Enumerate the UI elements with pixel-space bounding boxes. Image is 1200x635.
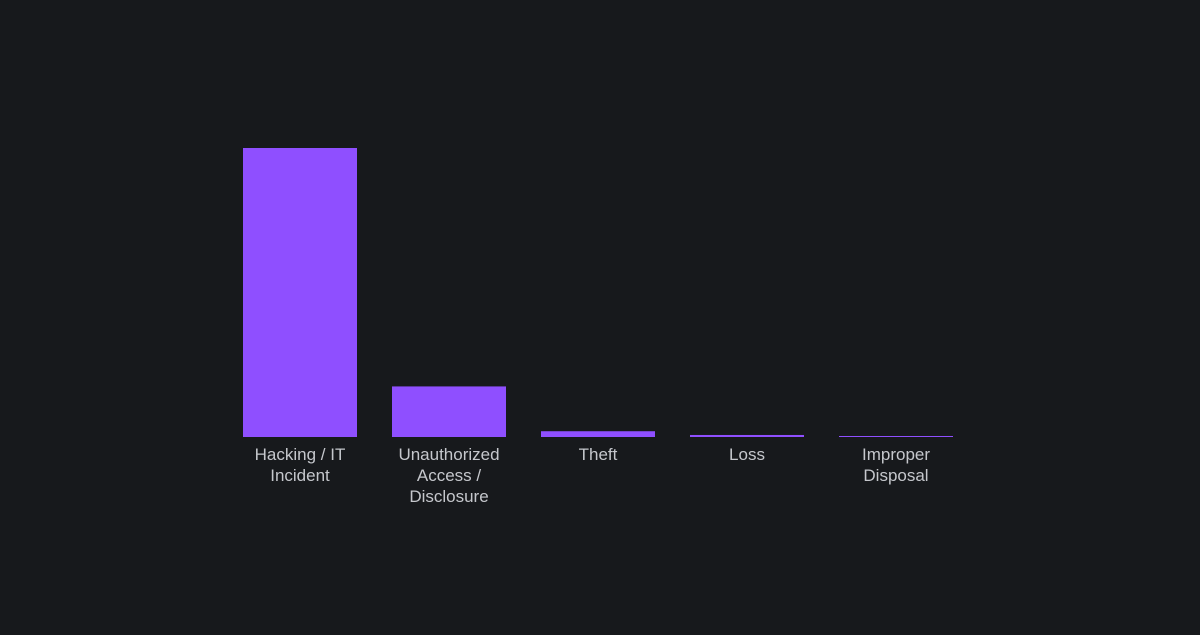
tick-label-theft: Theft	[579, 445, 618, 464]
category-labels: Hacking / IT Incident Unauthorized Access /…	[255, 445, 931, 506]
tick-label-line: Access /	[417, 466, 482, 485]
bars-layer	[243, 148, 953, 437]
tick-label-line: Loss	[729, 445, 765, 464]
tick-label-hacking-it-incident: Hacking / IT Incident	[255, 445, 346, 485]
tick-label-line: Disposal	[863, 466, 928, 485]
bar-hacking-it-incident	[243, 148, 357, 437]
bar-improper-disposal	[839, 436, 953, 437]
tick-label-line: Unauthorized	[398, 445, 499, 464]
tick-label-line: Disclosure	[409, 487, 488, 506]
bar-loss	[690, 434, 804, 437]
tick-label-unauthorized-access-disclosure: Unauthorized Access / Disclosure	[398, 445, 499, 506]
tick-label-line: Improper	[862, 445, 930, 464]
bar-theft	[541, 431, 655, 437]
tick-label-improper-disposal: Improper Disposal	[862, 445, 930, 485]
tick-label-line: Hacking / IT	[255, 445, 346, 464]
tick-label-loss: Loss	[729, 445, 765, 464]
bar-unauthorized-access-disclosure	[392, 386, 506, 437]
tick-label-line: Theft	[579, 445, 618, 464]
tick-label-line: Incident	[270, 466, 330, 485]
